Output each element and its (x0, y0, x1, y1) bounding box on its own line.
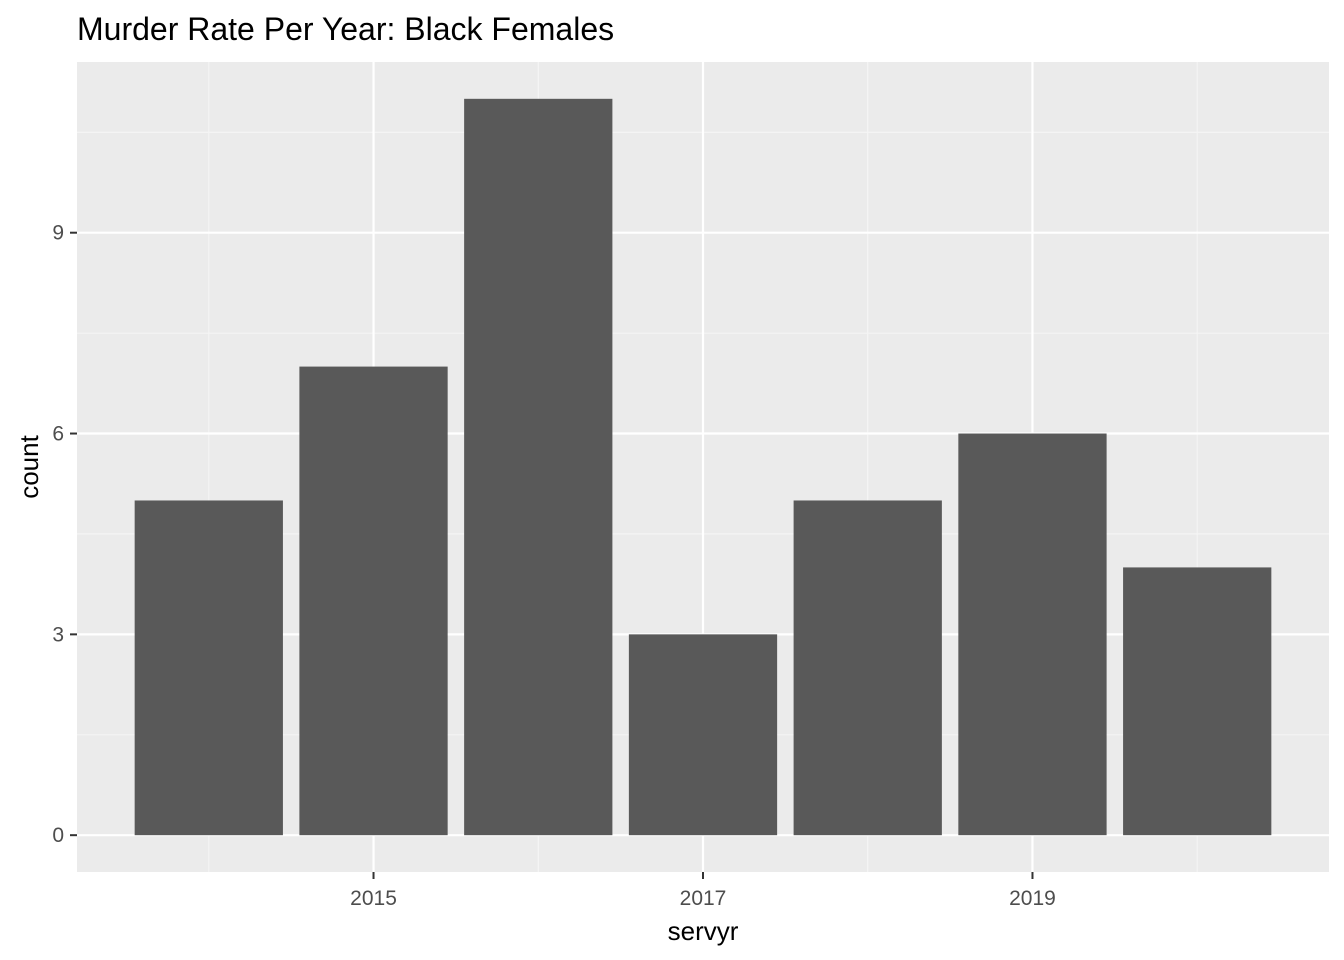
y-tick-label: 3 (52, 623, 64, 646)
x-tick-label: 2017 (680, 887, 727, 910)
x-tick-label: 2015 (350, 887, 397, 910)
y-tick-label: 0 (52, 824, 64, 847)
bar-2019 (958, 433, 1107, 836)
x-axis-title: servyr (668, 916, 739, 946)
x-axis: 2015 2017 2019 (350, 872, 1056, 910)
y-tick-label: 9 (52, 222, 64, 245)
bar-2015 (299, 366, 448, 836)
x-tick-label: 2019 (1009, 887, 1056, 910)
y-axis: 0 3 6 9 (52, 222, 77, 847)
y-axis-title: count (14, 434, 44, 498)
y-tick-label: 6 (52, 423, 64, 446)
bars (134, 98, 1272, 836)
bar-2018 (793, 500, 942, 836)
bar-2014 (134, 500, 283, 836)
chart-title: Murder Rate Per Year: Black Females (77, 11, 614, 47)
bar-2016 (464, 98, 613, 836)
bar-2020 (1123, 567, 1272, 836)
bar-2017 (628, 634, 778, 836)
